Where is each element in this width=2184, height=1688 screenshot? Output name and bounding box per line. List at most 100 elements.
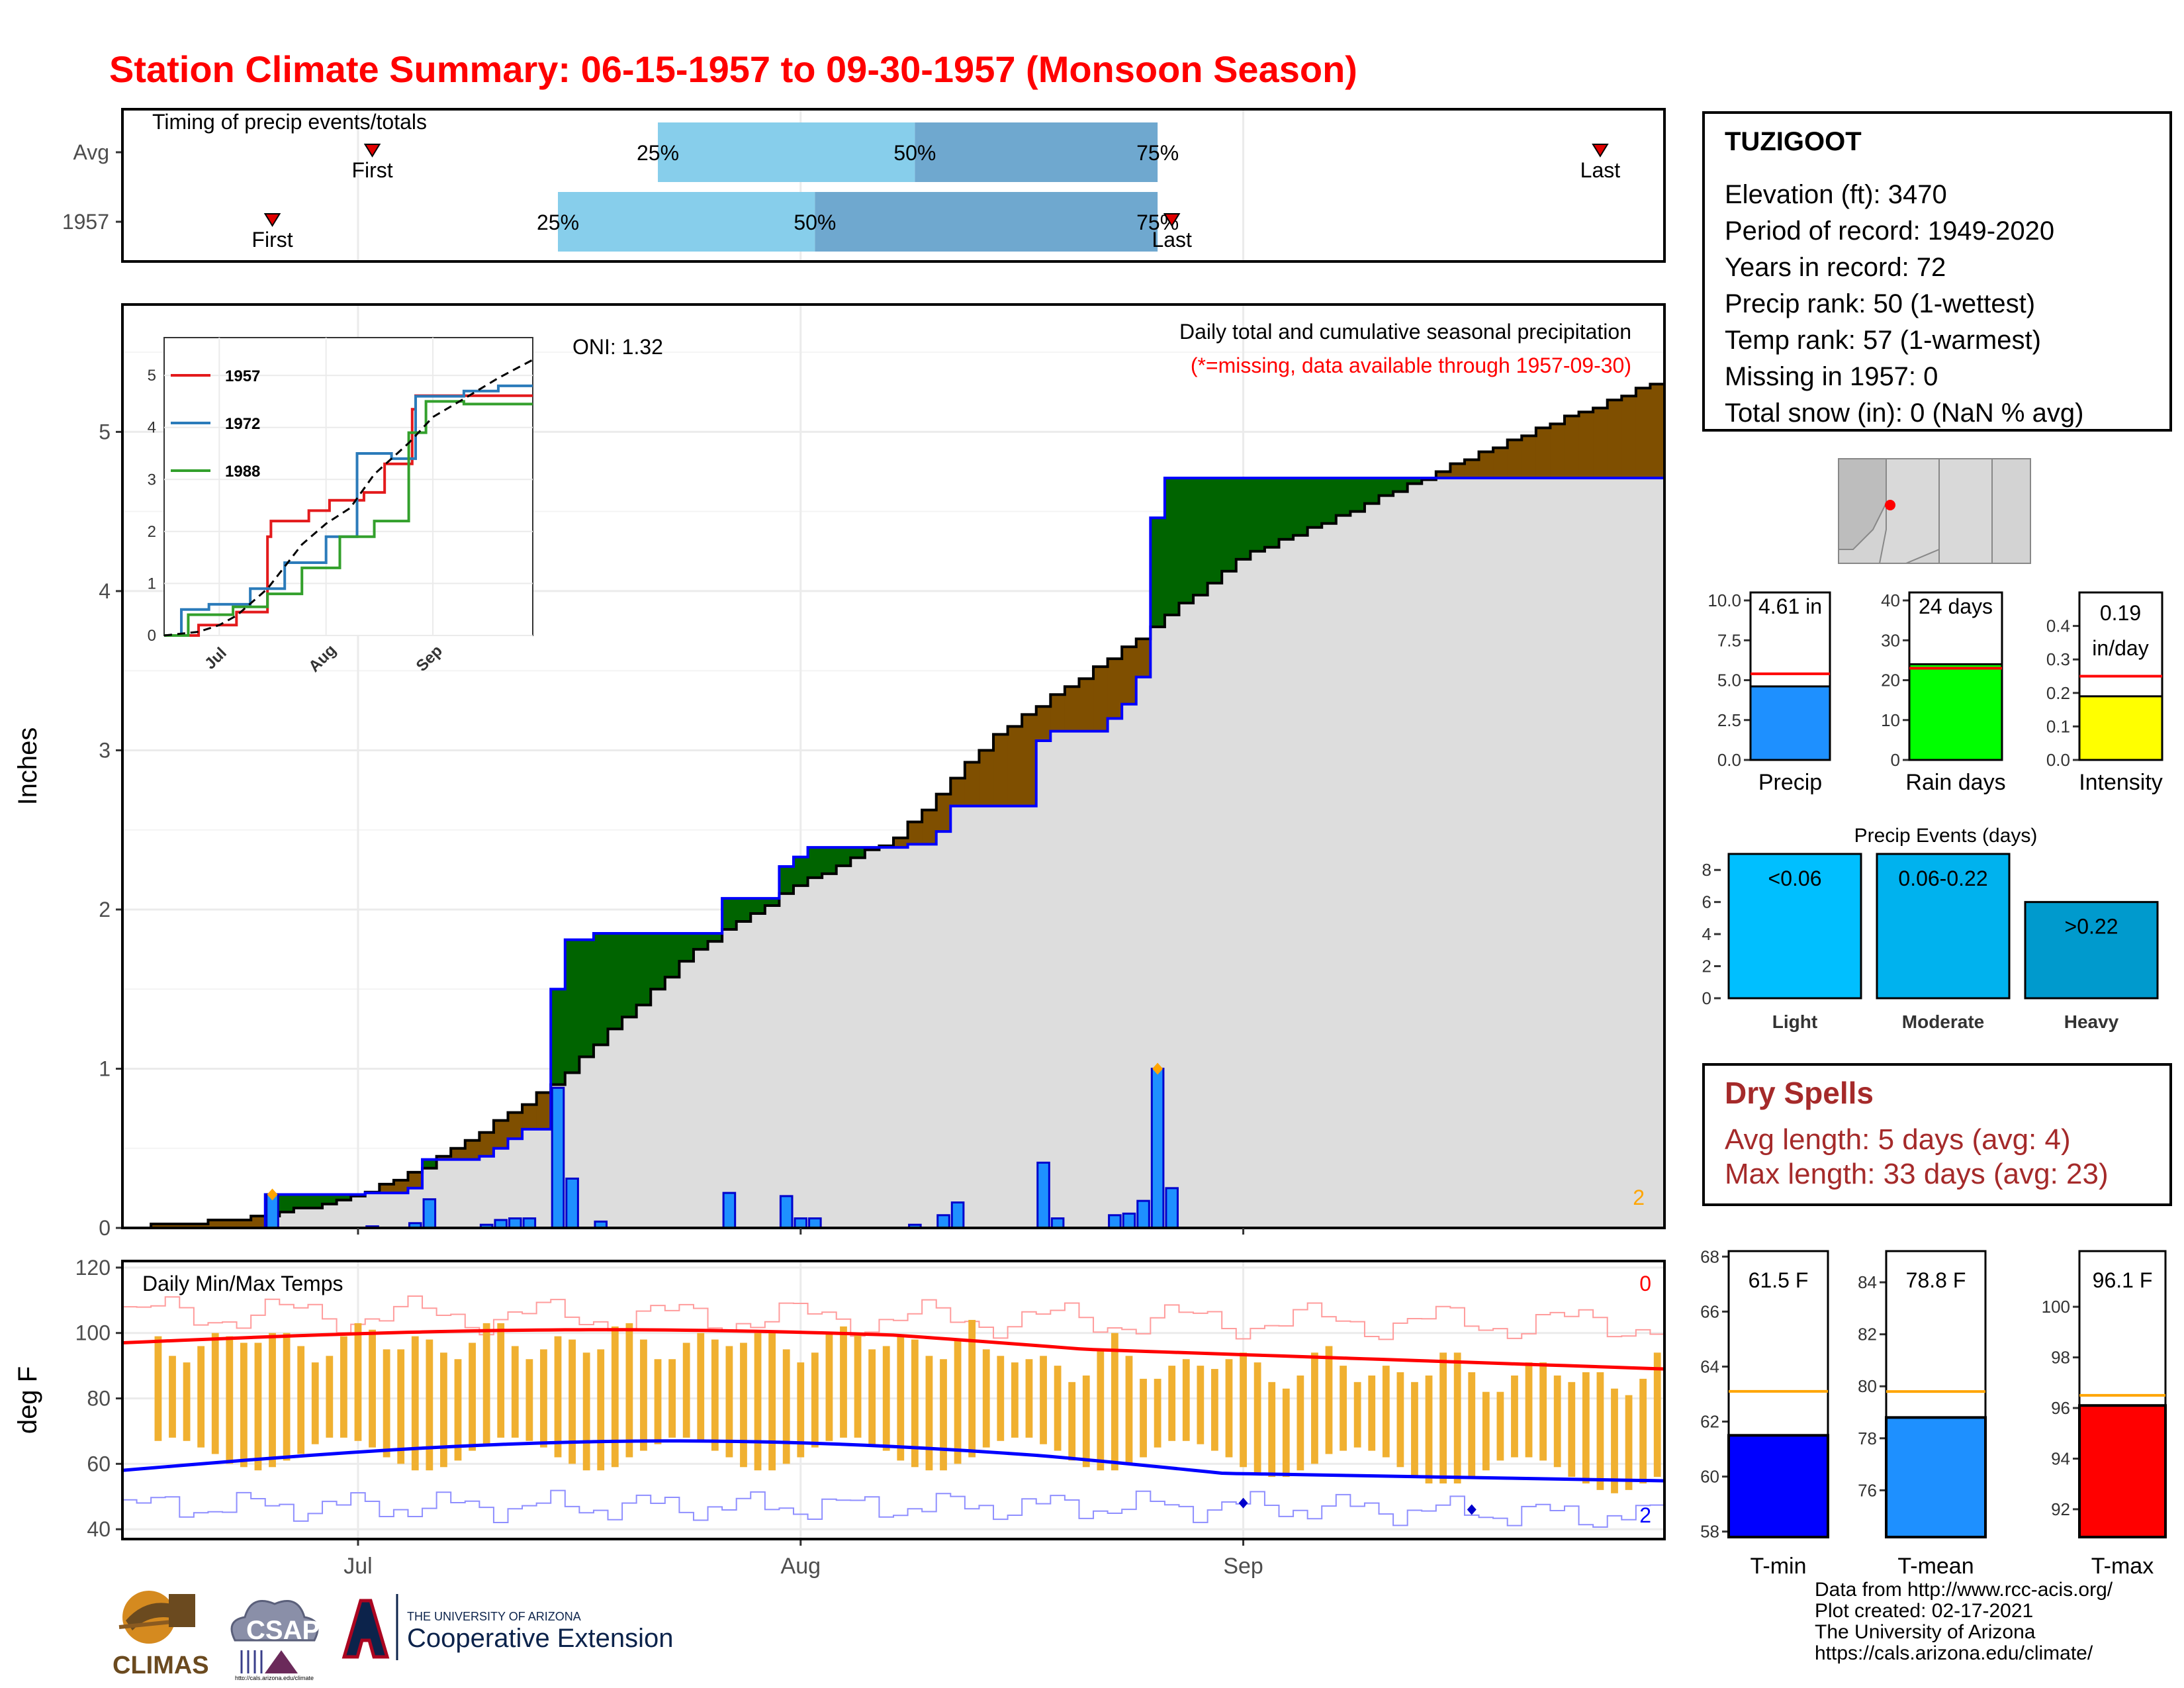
main-diff-93 bbox=[1450, 463, 1465, 479]
temp-day-bar-43 bbox=[740, 1342, 747, 1468]
inset-ytick-5: 5 bbox=[148, 367, 156, 385]
timing-row-label-0: Avg bbox=[73, 140, 109, 164]
summary-ticklabel-0-4: 10.0 bbox=[1707, 590, 1741, 610]
summary-ticklabel-0-2: 5.0 bbox=[1717, 671, 1741, 690]
station-snow: Total snow (in): 0 (NaN % avg) bbox=[1725, 399, 2084, 428]
temp-xtick-1: Aug bbox=[781, 1554, 821, 1579]
temp-day-bar-96 bbox=[1496, 1391, 1504, 1461]
timing-p25-label-0: 25% bbox=[637, 141, 679, 165]
temp-day-bar-84 bbox=[1325, 1346, 1333, 1454]
temp-day-bar-67 bbox=[1082, 1375, 1090, 1468]
credit-url: https://cals.arizona.edu/climate/ bbox=[1815, 1642, 2093, 1664]
inset-series-1957 bbox=[164, 394, 533, 637]
main-diff-12 bbox=[293, 1194, 309, 1208]
main-ytick-5: 5 bbox=[99, 420, 111, 444]
temp-day-bar-99 bbox=[1539, 1362, 1547, 1461]
main-diff-63 bbox=[1022, 714, 1037, 806]
events-label-1: 0.06-0.22 bbox=[1898, 867, 1987, 890]
temperature-chart: 40 60 80 100 120 Jul Aug Sep Daily Min/Max Temps… bbox=[13, 1256, 1666, 1579]
station-precip-rank: Precip rank: 50 (1-wettest) bbox=[1725, 289, 2036, 318]
main-diff-75 bbox=[1193, 478, 1208, 595]
temp-day-bar-19 bbox=[397, 1349, 405, 1464]
temp-day-bar-85 bbox=[1340, 1366, 1347, 1451]
summary-label-1: 24 days bbox=[1919, 594, 1993, 618]
temp-day-bar-89 bbox=[1396, 1372, 1404, 1468]
main-diff-73 bbox=[1164, 478, 1180, 616]
main-oni: ONI: 1.32 bbox=[572, 335, 663, 359]
timing-bar-25-50-1 bbox=[558, 192, 815, 252]
main-diff-28 bbox=[522, 1104, 537, 1129]
summary-label-2b: in/day bbox=[2092, 636, 2148, 660]
main-diff-105 bbox=[1621, 396, 1637, 479]
main-diff-55 bbox=[907, 821, 923, 845]
timing-bar-50-75-0 bbox=[915, 122, 1158, 182]
main-diff-98 bbox=[1522, 436, 1537, 479]
timing-first-label-1: First bbox=[251, 228, 293, 252]
summary-ticklabel-1-4: 40 bbox=[1881, 590, 1900, 610]
main-diff-61 bbox=[993, 734, 1009, 806]
summary-ticklabel-2-4: 0.4 bbox=[2046, 616, 2070, 636]
main-diff-107 bbox=[1650, 384, 1665, 479]
events-title: Precip Events (days) bbox=[1854, 825, 2038, 847]
main-diff-96 bbox=[1493, 447, 1508, 479]
temp-day-bar-12 bbox=[297, 1346, 305, 1454]
main-diff-31 bbox=[565, 939, 580, 1073]
main-diff-50 bbox=[836, 847, 851, 866]
temp-day-bar-56 bbox=[925, 1356, 933, 1471]
tsum-ticklabel-1-2: 80 bbox=[1858, 1376, 1877, 1396]
timing-p50-label-1: 50% bbox=[794, 211, 836, 234]
temp-day-bar-68 bbox=[1097, 1349, 1105, 1471]
main-diff-36 bbox=[636, 933, 651, 1006]
station-name: TUZIGOOT bbox=[1725, 127, 1862, 156]
temp-day-bar-53 bbox=[882, 1346, 890, 1451]
main-diff-81 bbox=[1279, 478, 1294, 539]
temp-day-bar-32 bbox=[582, 1352, 590, 1471]
temp-day-bar-102 bbox=[1582, 1372, 1590, 1483]
summary-ticklabel-0-0: 0.0 bbox=[1717, 750, 1741, 770]
main-diff-15 bbox=[336, 1194, 351, 1200]
main-diff-5 bbox=[193, 1223, 209, 1228]
temp-count-lo: 2 bbox=[1639, 1503, 1651, 1527]
temp-day-bar-64 bbox=[1040, 1356, 1047, 1444]
main-diff-104 bbox=[1607, 400, 1622, 479]
summary-ticklabel-2-2: 0.2 bbox=[2046, 683, 2070, 703]
main-diff-38 bbox=[664, 933, 680, 978]
station-info-panel: TUZIGOOT Elevation (ft): 3470 Period of … bbox=[1702, 111, 2172, 432]
csap-logo: CSAP http://cals.arizona.edu/climate bbox=[230, 1600, 320, 1680]
temp-day-bar-9 bbox=[254, 1342, 262, 1471]
temp-day-bar-90 bbox=[1411, 1382, 1418, 1477]
station-missing: Missing in 1957: 0 bbox=[1725, 362, 1938, 391]
temp-day-bar-75 bbox=[1197, 1366, 1205, 1444]
temp-day-bar-30 bbox=[554, 1336, 562, 1458]
csap-text: CSAP bbox=[246, 1616, 320, 1645]
temp-ytick-0: 40 bbox=[87, 1517, 111, 1541]
summary-xlabel-0: Precip bbox=[1758, 770, 1822, 795]
tsum-label-0: 61.5 F bbox=[1749, 1268, 1809, 1292]
main-diff-72 bbox=[1150, 518, 1165, 628]
main-diff-89 bbox=[1393, 478, 1408, 492]
map-state-nm bbox=[1938, 458, 1993, 564]
inset-ytick-1: 1 bbox=[148, 575, 156, 592]
main-border bbox=[121, 303, 1666, 1229]
tsum-label-1: 78.8 F bbox=[1906, 1268, 1966, 1292]
temp-day-bar-65 bbox=[1054, 1366, 1062, 1451]
temp-day-bar-48 bbox=[811, 1352, 819, 1448]
inset-series-1988 bbox=[164, 400, 533, 637]
temp-day-bar-77 bbox=[1225, 1359, 1233, 1458]
main-diff-33 bbox=[593, 933, 609, 1045]
main-diff-7 bbox=[222, 1219, 238, 1228]
main-diff-30 bbox=[551, 989, 566, 1085]
events-bar-Heavy bbox=[2024, 901, 2159, 1000]
temp-day-bar-76 bbox=[1211, 1369, 1218, 1451]
inset-avg-line bbox=[163, 359, 533, 637]
main-diff-77 bbox=[1222, 478, 1237, 571]
temp-day-bar-6 bbox=[211, 1333, 219, 1454]
map-state-az bbox=[1878, 458, 1940, 564]
main-diff-43 bbox=[736, 898, 751, 922]
events-label-0: <0.06 bbox=[1768, 867, 1822, 890]
main-diff-44 bbox=[751, 898, 766, 914]
temp-day-bar-91 bbox=[1425, 1375, 1433, 1483]
tsum-ticklabel-1-0: 76 bbox=[1858, 1480, 1877, 1500]
timing-p50-label-0: 50% bbox=[893, 141, 936, 165]
tsum-ticklabel-0-2: 62 bbox=[1700, 1412, 1719, 1432]
